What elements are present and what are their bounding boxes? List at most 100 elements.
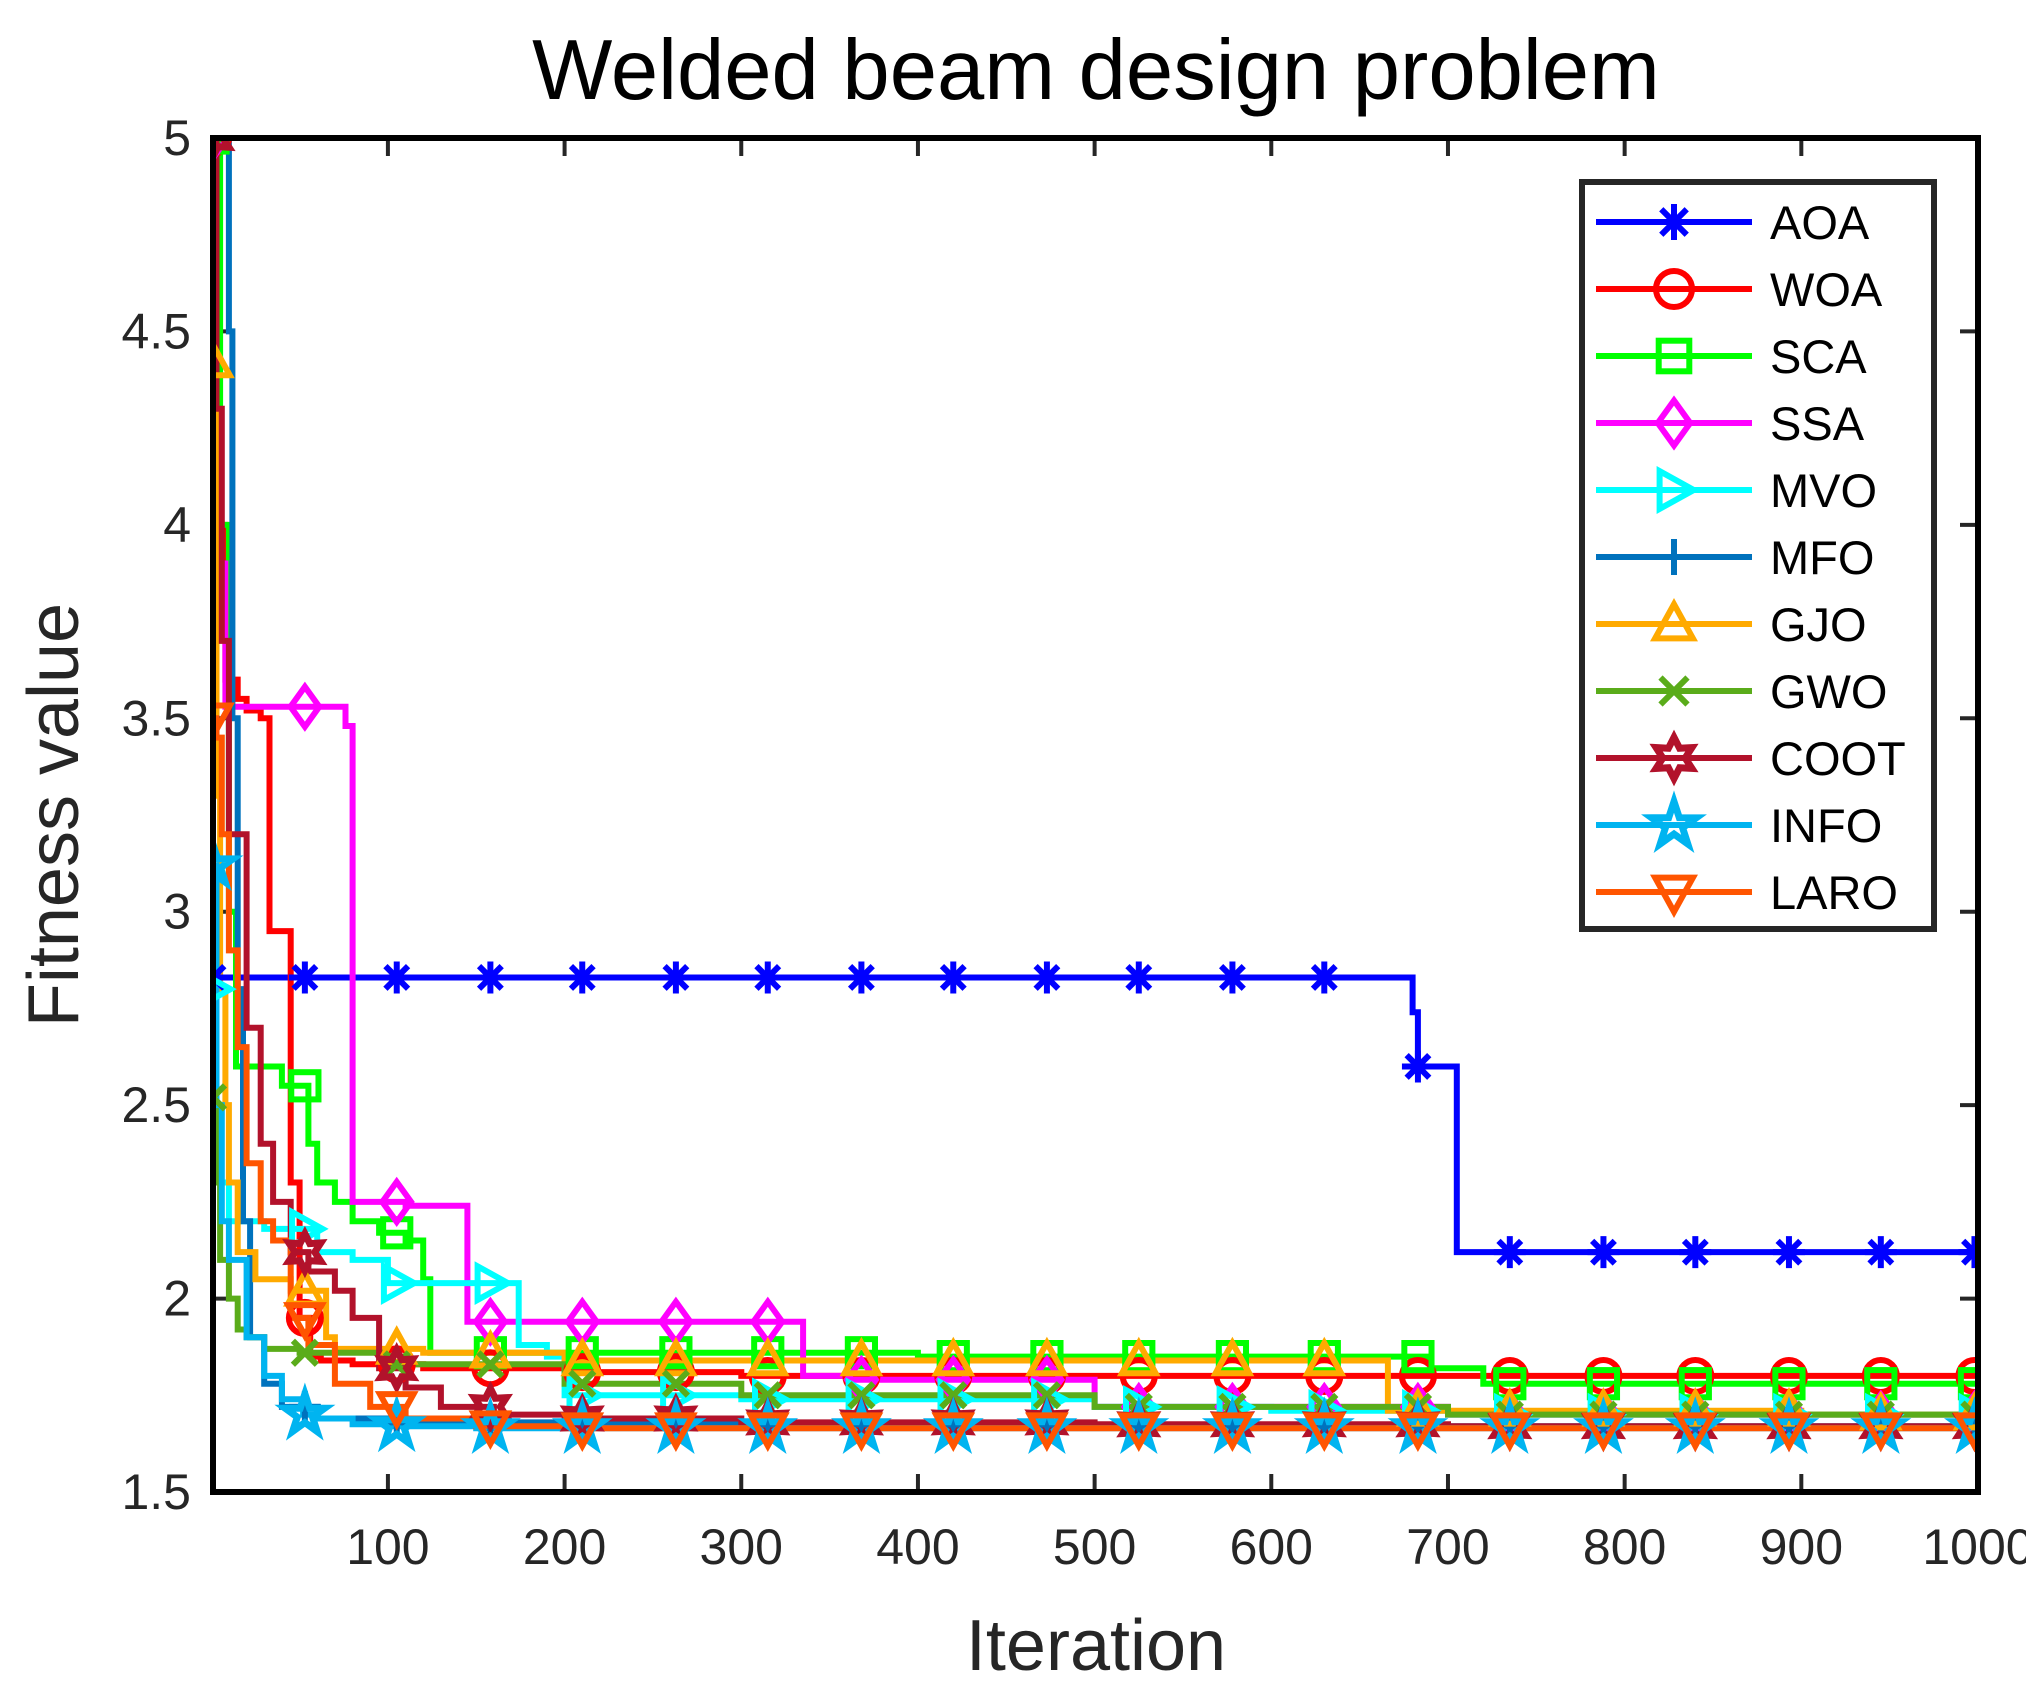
legend-label: WOA xyxy=(1770,263,1883,316)
x-tick-label: 800 xyxy=(1583,1519,1666,1575)
data-point-laro xyxy=(213,702,235,743)
x-tick-label: 300 xyxy=(700,1519,783,1575)
x-tick-label: 900 xyxy=(1760,1519,1843,1575)
data-point-aoa xyxy=(659,961,692,994)
legend-marker xyxy=(1656,539,1692,575)
y-tick-label: 3.5 xyxy=(121,690,191,746)
legend-item-coot: COOT xyxy=(1596,729,1906,787)
data-point-gjo xyxy=(1025,1336,1069,1377)
legend-marker xyxy=(1658,675,1690,707)
x-tick-label: 1000 xyxy=(1922,1519,2026,1575)
data-point-aoa xyxy=(1216,961,1249,994)
data-point-laro xyxy=(560,1412,605,1453)
data-point-laro xyxy=(1025,1412,1069,1453)
data-point-gjo xyxy=(213,338,235,379)
legend-label: COOT xyxy=(1770,732,1906,785)
legend-label: INFO xyxy=(1770,799,1882,852)
data-point-aoa xyxy=(1308,961,1341,994)
x-ticks: 100 200 300 400 500 600 700 800 900 1000 xyxy=(346,138,2026,1575)
data-point-gwo xyxy=(290,1338,319,1367)
data-point-aoa xyxy=(1587,1236,1620,1269)
data-point-sca xyxy=(1401,1340,1435,1374)
legend-marker xyxy=(1654,395,1694,451)
data-point-laro xyxy=(1952,1412,1978,1453)
data-point-info xyxy=(213,833,244,892)
data-point-laro xyxy=(654,1412,698,1453)
legend: AOA WOA SCA SSA MVO MFO GJO GWO COOT INFO LARO xyxy=(1579,179,1937,932)
data-point-coot xyxy=(282,1225,328,1279)
data-point-gjo xyxy=(1858,1390,1903,1431)
data-point-aoa xyxy=(380,961,413,994)
plot-frame xyxy=(210,135,1981,1495)
data-point-aoa xyxy=(1493,1236,1526,1269)
data-point-gjo xyxy=(1302,1336,1347,1377)
data-point-aoa xyxy=(845,961,878,994)
legend-marker xyxy=(1656,466,1701,514)
legend-item-laro: LARO xyxy=(1596,866,1898,919)
legend-item-gjo: GJO xyxy=(1596,597,1867,651)
series-markers-aoa xyxy=(213,961,1978,1269)
data-point-info xyxy=(366,1394,428,1453)
data-point-aoa xyxy=(1772,1236,1805,1269)
data-point-laro xyxy=(1673,1412,1718,1453)
data-point-laro xyxy=(1858,1412,1903,1453)
data-point-aoa xyxy=(751,961,784,994)
data-point-ssa xyxy=(472,1296,509,1347)
legend-item-mfo: MFO xyxy=(1596,531,1874,584)
data-point-mvo xyxy=(380,1261,421,1305)
legend-marker xyxy=(1650,874,1698,919)
data-point-aoa xyxy=(566,961,599,994)
data-point-gjo xyxy=(1396,1386,1440,1427)
data-point-laro xyxy=(468,1410,513,1451)
y-tick-label: 4 xyxy=(163,497,191,553)
marker-layer xyxy=(213,138,1978,1455)
series-line-info xyxy=(213,862,1978,1432)
series-markers-laro xyxy=(213,702,1978,1453)
data-point-coot xyxy=(374,1342,420,1395)
data-point-gwo xyxy=(1032,1381,1062,1410)
x-tick-label: 400 xyxy=(876,1519,959,1575)
data-point-laro xyxy=(839,1412,884,1453)
data-point-aoa xyxy=(1122,961,1155,994)
data-point-gwo xyxy=(661,1369,691,1398)
legend-marker xyxy=(1653,268,1695,310)
data-point-laro xyxy=(1210,1412,1255,1453)
data-point-gwo xyxy=(939,1381,968,1410)
data-point-laro xyxy=(1116,1412,1161,1453)
data-point-gjo xyxy=(1210,1336,1255,1377)
data-point-gjo xyxy=(931,1336,976,1377)
y-tick-label: 2 xyxy=(163,1271,191,1327)
legend-label: GJO xyxy=(1770,598,1867,651)
data-point-laro xyxy=(1581,1412,1626,1453)
series-line-ssa xyxy=(213,138,1978,1419)
data-point-laro xyxy=(1767,1412,1811,1453)
data-point-gjo xyxy=(654,1336,698,1377)
data-point-gwo xyxy=(847,1381,876,1410)
legend-marker xyxy=(1641,790,1707,853)
data-point-gjo xyxy=(839,1336,884,1377)
y-axis-label: Fitness value xyxy=(14,603,94,1027)
legend-label: MVO xyxy=(1770,464,1877,517)
y-tick-label: 2.5 xyxy=(121,1077,191,1133)
data-point-gwo xyxy=(568,1369,597,1398)
data-point-aoa xyxy=(1030,961,1063,994)
legend-label: AOA xyxy=(1770,196,1870,249)
legend-item-gwo: GWO xyxy=(1596,665,1887,718)
data-point-gjo xyxy=(560,1336,605,1377)
data-point-gwo xyxy=(213,1083,228,1112)
data-point-mvo xyxy=(474,1261,515,1305)
legend-item-sca: SCA xyxy=(1596,330,1867,383)
data-point-aoa xyxy=(1401,1050,1434,1083)
data-point-aoa xyxy=(937,961,970,994)
data-point-laro xyxy=(931,1412,976,1453)
legend-marker xyxy=(1656,204,1692,240)
data-point-coot xyxy=(467,1380,514,1434)
x-axis-label: Iteration xyxy=(966,1606,1226,1684)
x-tick-label: 500 xyxy=(1053,1519,1136,1575)
y-tick-label: 3 xyxy=(163,884,191,940)
x-tick-label: 100 xyxy=(346,1519,429,1575)
data-point-info xyxy=(274,1382,336,1441)
series-line-aoa xyxy=(213,974,1978,1256)
legend-label: LARO xyxy=(1770,866,1898,919)
